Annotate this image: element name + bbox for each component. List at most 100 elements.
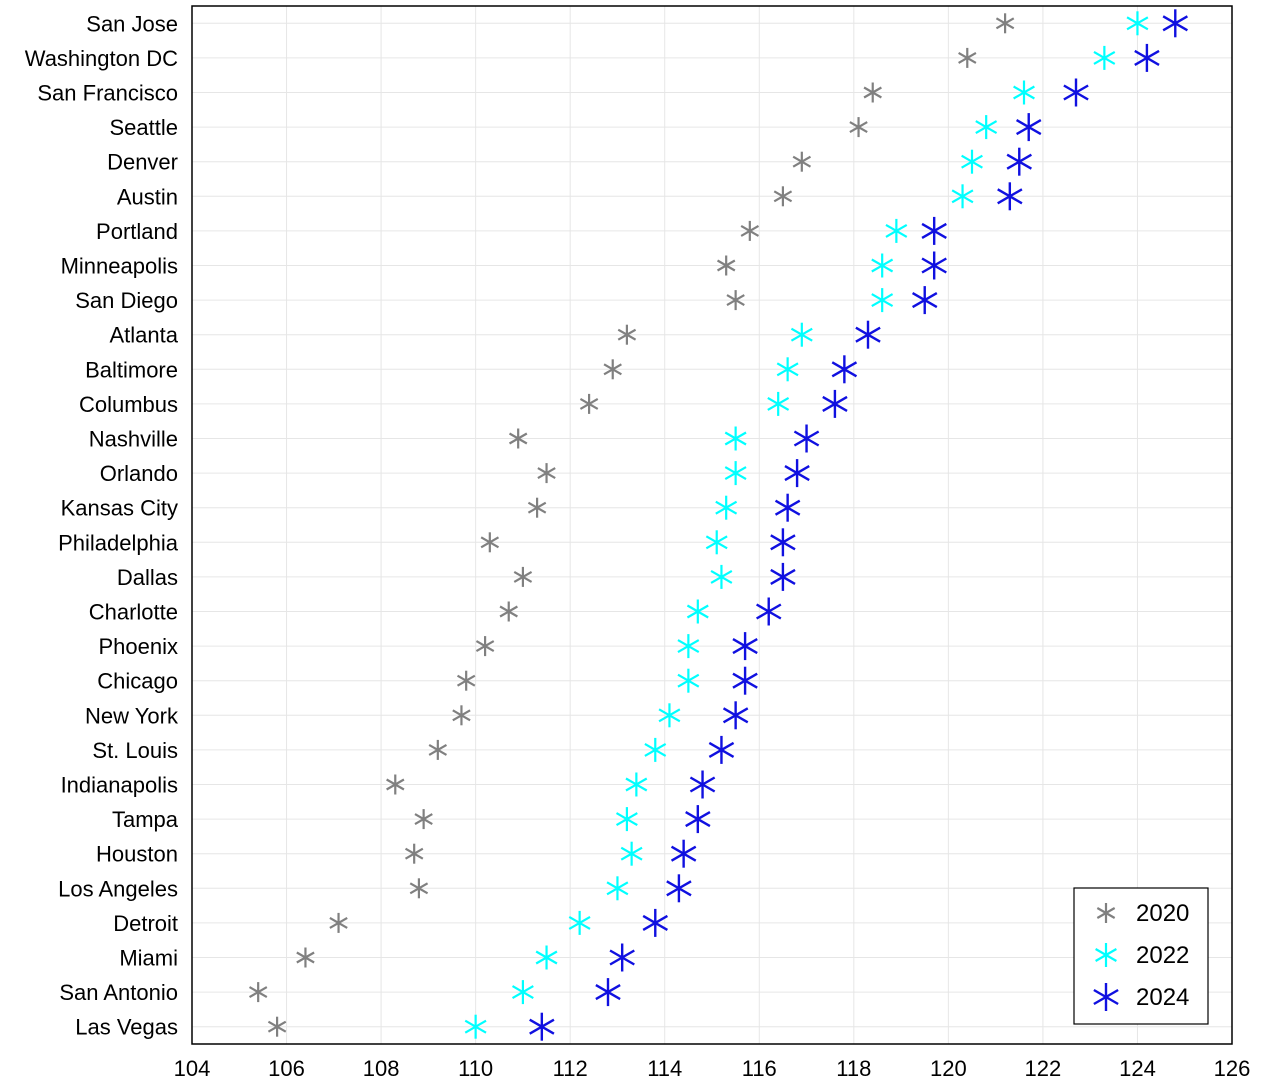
marker-2024 xyxy=(642,908,668,937)
x-tick-label: 114 xyxy=(647,1056,682,1081)
data-markers xyxy=(248,9,1188,1041)
marker-2024 xyxy=(732,666,758,695)
marker-2022 xyxy=(677,634,700,659)
marker-2022 xyxy=(790,322,813,347)
marker-2024 xyxy=(997,182,1023,211)
y-tick-label: Philadelphia xyxy=(58,530,179,555)
y-tick-label: Austin xyxy=(117,184,178,209)
marker-2022 xyxy=(644,737,667,762)
x-tick-label: 108 xyxy=(363,1056,400,1081)
marker-2022 xyxy=(1013,80,1035,105)
marker-2020 xyxy=(958,47,977,68)
marker-2022 xyxy=(724,426,747,451)
y-tick-label: Houston xyxy=(96,842,178,867)
legend: 2020 2022 2024 xyxy=(1073,887,1209,1025)
y-tick-label: Columbus xyxy=(79,392,178,417)
marker-2024 xyxy=(770,528,796,557)
marker-2020 xyxy=(452,705,471,726)
marker-2024 xyxy=(822,389,848,418)
y-tick-label: Kansas City xyxy=(61,496,178,521)
marker-2022 xyxy=(686,599,709,624)
marker-2022 xyxy=(568,910,591,935)
marker-2024 xyxy=(756,597,782,626)
marker-2020 xyxy=(537,463,556,484)
y-tick-label: San Antonio xyxy=(59,980,178,1005)
marker-2022 xyxy=(1126,11,1149,36)
legend-label: 2022 xyxy=(1136,942,1189,969)
marker-2020 xyxy=(475,636,495,657)
marker-2024 xyxy=(685,805,711,834)
marker-2024 xyxy=(666,874,692,903)
marker-2020 xyxy=(267,1016,287,1037)
marker-2022 xyxy=(951,184,974,209)
marker-2022 xyxy=(620,841,643,866)
marker-2020 xyxy=(603,359,622,380)
marker-2022 xyxy=(710,564,733,589)
legend-label: 2024 xyxy=(1136,984,1189,1011)
marker-2020 xyxy=(716,255,736,276)
y-tick-label: Indianapolis xyxy=(61,773,178,798)
y-tick-label: Phoenix xyxy=(98,634,178,659)
marker-2022 xyxy=(715,495,738,520)
y-tick-label: Las Vegas xyxy=(75,1015,178,1040)
marker-2022 xyxy=(767,391,790,416)
x-tick-label: 116 xyxy=(742,1056,777,1081)
marker-2022 xyxy=(776,357,799,382)
marker-2022 xyxy=(625,772,648,797)
y-tick-label: Baltimore xyxy=(85,357,178,382)
marker-2024 xyxy=(609,943,635,972)
marker-2020 xyxy=(849,117,868,138)
y-tick-label: Dallas xyxy=(117,565,178,590)
x-tick-label: 126 xyxy=(1214,1056,1251,1081)
x-tick-label: 124 xyxy=(1119,1056,1156,1081)
y-tick-label: San Jose xyxy=(86,11,178,36)
legend-marker-2020 xyxy=(1096,903,1116,923)
marker-2022 xyxy=(871,253,894,278)
y-tick-label: Nashville xyxy=(89,427,178,452)
marker-2024 xyxy=(774,493,801,522)
legend-label: 2020 xyxy=(1136,900,1189,927)
x-axis-labels: 104 106 108 110 112 114 116 118 120 122 124 126 xyxy=(174,1056,1251,1081)
y-tick-label: New York xyxy=(85,703,179,728)
marker-2020 xyxy=(404,843,424,864)
legend-marker-2024 xyxy=(1093,983,1119,1011)
marker-2022 xyxy=(535,945,558,970)
marker-2022 xyxy=(885,218,908,243)
y-tick-label: Miami xyxy=(119,946,178,971)
x-tick-label: 110 xyxy=(458,1056,493,1081)
marker-2024 xyxy=(708,735,735,764)
y-tick-label: Denver xyxy=(107,150,178,175)
marker-2024 xyxy=(831,355,858,384)
marker-2022 xyxy=(464,1014,487,1039)
y-tick-label: Tampa xyxy=(112,807,179,832)
marker-2020 xyxy=(414,809,433,830)
marker-2022 xyxy=(658,703,681,728)
marker-2020 xyxy=(740,220,760,241)
marker-2024 xyxy=(689,770,716,799)
y-axis-labels: San Jose Washington DC San Francisco Seattl… xyxy=(25,11,179,1039)
marker-2020 xyxy=(499,601,518,622)
plot-frame xyxy=(191,5,1233,1045)
y-tick-label: Chicago xyxy=(97,669,178,694)
y-tick-label: Minneapolis xyxy=(61,254,178,279)
marker-2022 xyxy=(1093,45,1116,70)
marker-2024 xyxy=(912,286,938,315)
x-tick-label: 106 xyxy=(268,1056,305,1081)
marker-2022 xyxy=(961,149,983,174)
x-tick-label: 122 xyxy=(1025,1056,1062,1081)
marker-2020 xyxy=(386,774,405,795)
legend-marker-2022 xyxy=(1095,943,1117,967)
marker-2020 xyxy=(409,878,429,899)
marker-2022 xyxy=(975,115,998,140)
marker-2024 xyxy=(670,839,697,868)
y-tick-label: Detroit xyxy=(113,911,178,936)
marker-2024 xyxy=(921,216,947,245)
marker-2024 xyxy=(921,251,947,280)
marker-2024 xyxy=(595,978,621,1007)
marker-2024 xyxy=(722,701,749,730)
y-tick-label: Washington DC xyxy=(25,46,178,71)
y-tick-label: Orlando xyxy=(100,461,178,486)
y-tick-label: St. Louis xyxy=(92,738,178,763)
marker-2020 xyxy=(428,739,448,760)
y-tick-label: San Francisco xyxy=(37,81,178,106)
